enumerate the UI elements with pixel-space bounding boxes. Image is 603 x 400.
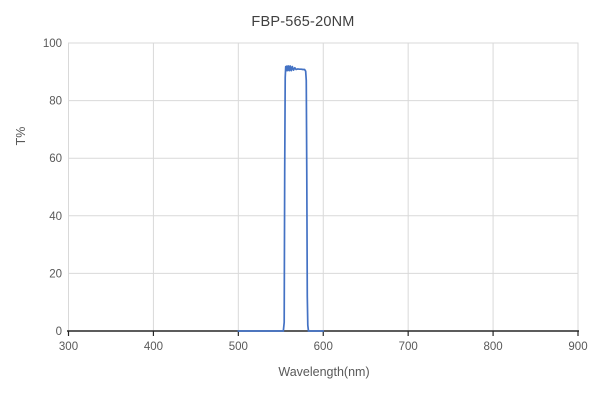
x-tick-label: 700 <box>399 341 418 353</box>
y-axis-label: T% <box>14 127 28 146</box>
x-tick-label: 500 <box>229 341 248 353</box>
y-tick-label: 80 <box>49 96 62 108</box>
series-line <box>237 65 325 332</box>
x-tick-label: 600 <box>314 341 333 353</box>
x-tick-label: 900 <box>568 341 587 353</box>
x-tick-label: 300 <box>59 341 78 353</box>
y-tick-label: 0 <box>56 326 62 338</box>
x-tick-label: 800 <box>483 341 502 353</box>
y-tick-label: 100 <box>43 38 62 50</box>
chart-title: FBP-565-20NM <box>251 14 354 30</box>
y-tick-label: 40 <box>49 211 62 223</box>
x-tick-label: 400 <box>144 341 163 353</box>
x-axis-label: Wavelength(nm) <box>278 365 369 379</box>
y-tick-label: 60 <box>49 153 62 165</box>
y-tick-label: 20 <box>49 268 62 280</box>
plot-area: 300 400 500 600 700 800 900 0 20 40 60 80 100 <box>43 38 588 353</box>
